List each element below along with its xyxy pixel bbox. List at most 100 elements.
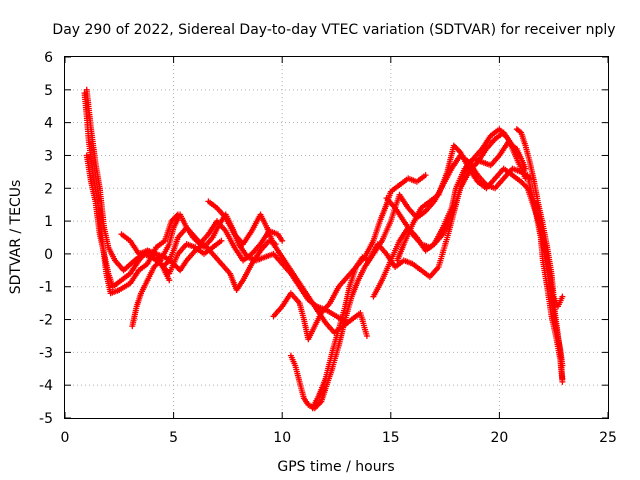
- data-point: [350, 318, 353, 321]
- series-markers: [270, 172, 429, 343]
- data-point: [146, 278, 149, 282]
- data-point: [530, 193, 534, 197]
- data-point: [528, 160, 532, 164]
- data-point: [502, 131, 505, 134]
- data-point: [402, 259, 406, 262]
- data-point: [122, 269, 125, 272]
- data-point: [519, 180, 523, 183]
- data-point: [389, 190, 392, 193]
- data-point: [128, 282, 132, 285]
- data-point: [85, 88, 88, 92]
- data-point: [265, 226, 269, 229]
- data-point: [133, 259, 136, 262]
- data-point: [428, 275, 432, 279]
- data-point: [281, 239, 284, 242]
- data-point: [254, 259, 258, 262]
- data-point: [259, 249, 262, 252]
- data-point: [515, 157, 518, 160]
- data-point: [211, 246, 214, 249]
- data-point: [289, 269, 293, 272]
- data-point: [420, 206, 423, 210]
- data-point: [361, 255, 364, 259]
- data-point: [402, 219, 406, 223]
- data-point: [372, 295, 375, 298]
- data-point: [398, 239, 401, 242]
- data-point: [250, 262, 253, 265]
- data-point: [480, 160, 484, 164]
- data-point: [237, 242, 240, 246]
- data-point: [476, 160, 479, 164]
- data-point: [511, 167, 514, 170]
- data-point: [441, 233, 445, 236]
- data-point: [161, 265, 164, 269]
- data-point: [526, 173, 529, 177]
- data-point: [535, 213, 538, 216]
- x-tick-label: 5: [169, 430, 178, 446]
- data-point: [202, 246, 206, 249]
- data-point: [185, 226, 188, 229]
- x-tick-labels: 0 5 10 15 20 25: [61, 430, 617, 446]
- data-point: [343, 305, 347, 308]
- data-point: [241, 259, 245, 262]
- data-point: [102, 226, 106, 229]
- y-tick-label: -5: [39, 411, 53, 427]
- data-point: [328, 301, 332, 305]
- series-trace-15: [531, 198, 566, 369]
- data-point: [241, 278, 245, 282]
- data-point: [185, 259, 188, 262]
- data-point: [311, 406, 314, 410]
- data-point: [172, 226, 175, 229]
- data-point: [472, 157, 475, 160]
- data-point: [463, 167, 466, 170]
- data-point: [137, 269, 141, 272]
- data-point: [281, 262, 284, 265]
- data-point: [163, 255, 167, 259]
- data-point: [476, 173, 479, 177]
- data-point: [107, 272, 110, 275]
- y-tick-label: 3: [44, 148, 53, 164]
- data-point: [420, 242, 423, 246]
- data-point: [372, 239, 375, 242]
- data-point: [235, 288, 238, 292]
- data-point: [137, 252, 141, 256]
- data-point: [176, 236, 180, 239]
- data-point: [272, 315, 275, 318]
- y-tick-label: 6: [44, 50, 53, 66]
- grid: [65, 57, 608, 418]
- data-point: [367, 259, 371, 262]
- data-point: [446, 170, 449, 174]
- data-point: [519, 131, 523, 134]
- data-point: [281, 255, 284, 259]
- y-tick-label: 1: [44, 214, 53, 230]
- data-point: [489, 164, 492, 167]
- data-point: [85, 154, 88, 157]
- data-point: [545, 285, 549, 288]
- data-point: [289, 292, 293, 295]
- data-point: [545, 246, 549, 249]
- data-point: [511, 173, 514, 177]
- data-point: [215, 219, 219, 223]
- series-trace-16: [524, 172, 566, 385]
- data-point: [128, 272, 132, 275]
- data-point: [363, 265, 366, 269]
- data-point: [380, 278, 384, 282]
- y-tick-label: -1: [39, 280, 53, 296]
- data-point: [302, 397, 306, 400]
- data-point: [172, 249, 175, 252]
- data-point: [137, 259, 141, 262]
- y-tick-label: 4: [44, 116, 53, 132]
- data-point: [294, 364, 297, 367]
- data-point: [498, 128, 501, 131]
- data-point: [146, 262, 149, 265]
- data-point: [94, 160, 97, 164]
- series-trace-8: [270, 172, 429, 343]
- data-point: [146, 249, 149, 252]
- data-point: [357, 278, 360, 282]
- data-point: [411, 262, 414, 265]
- data-point: [263, 255, 267, 259]
- data-point: [398, 193, 401, 197]
- data-point: [350, 295, 353, 298]
- data-point: [159, 259, 162, 262]
- data-point: [485, 187, 488, 190]
